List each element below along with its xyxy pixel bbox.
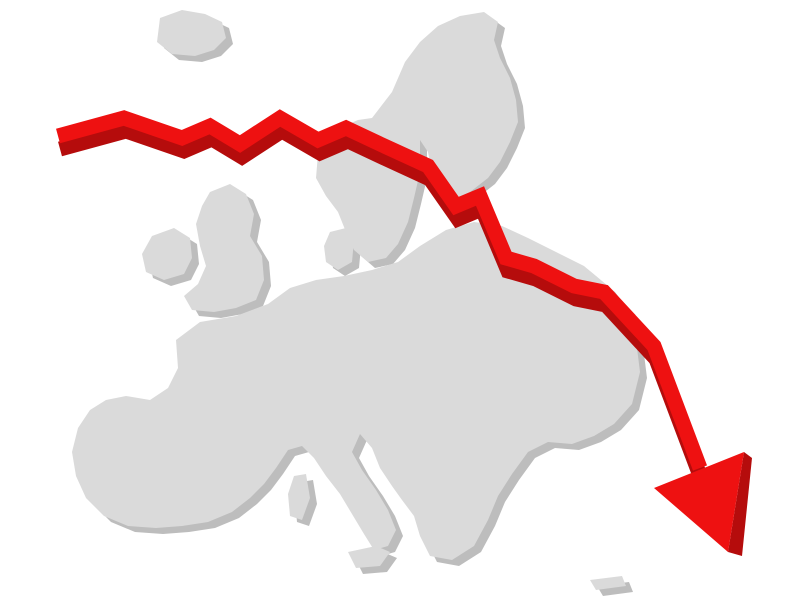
great-britain-shape <box>184 184 264 312</box>
mainland-europe-shape <box>72 222 640 560</box>
arrowhead <box>654 452 744 552</box>
iceland-shape <box>157 10 226 56</box>
sicily-shape <box>348 546 390 568</box>
crete-shape <box>590 576 626 590</box>
denmark-shape <box>324 228 354 270</box>
corsica-sardinia-shape <box>288 474 310 520</box>
europe-map <box>72 10 640 590</box>
arrow-ribbon-side <box>58 122 710 484</box>
ireland-shape <box>142 228 192 280</box>
arrow-ribbon <box>56 109 708 471</box>
arrowhead-side <box>728 452 752 556</box>
scandinavia-shape <box>316 12 518 262</box>
decline-arrow <box>56 109 752 556</box>
